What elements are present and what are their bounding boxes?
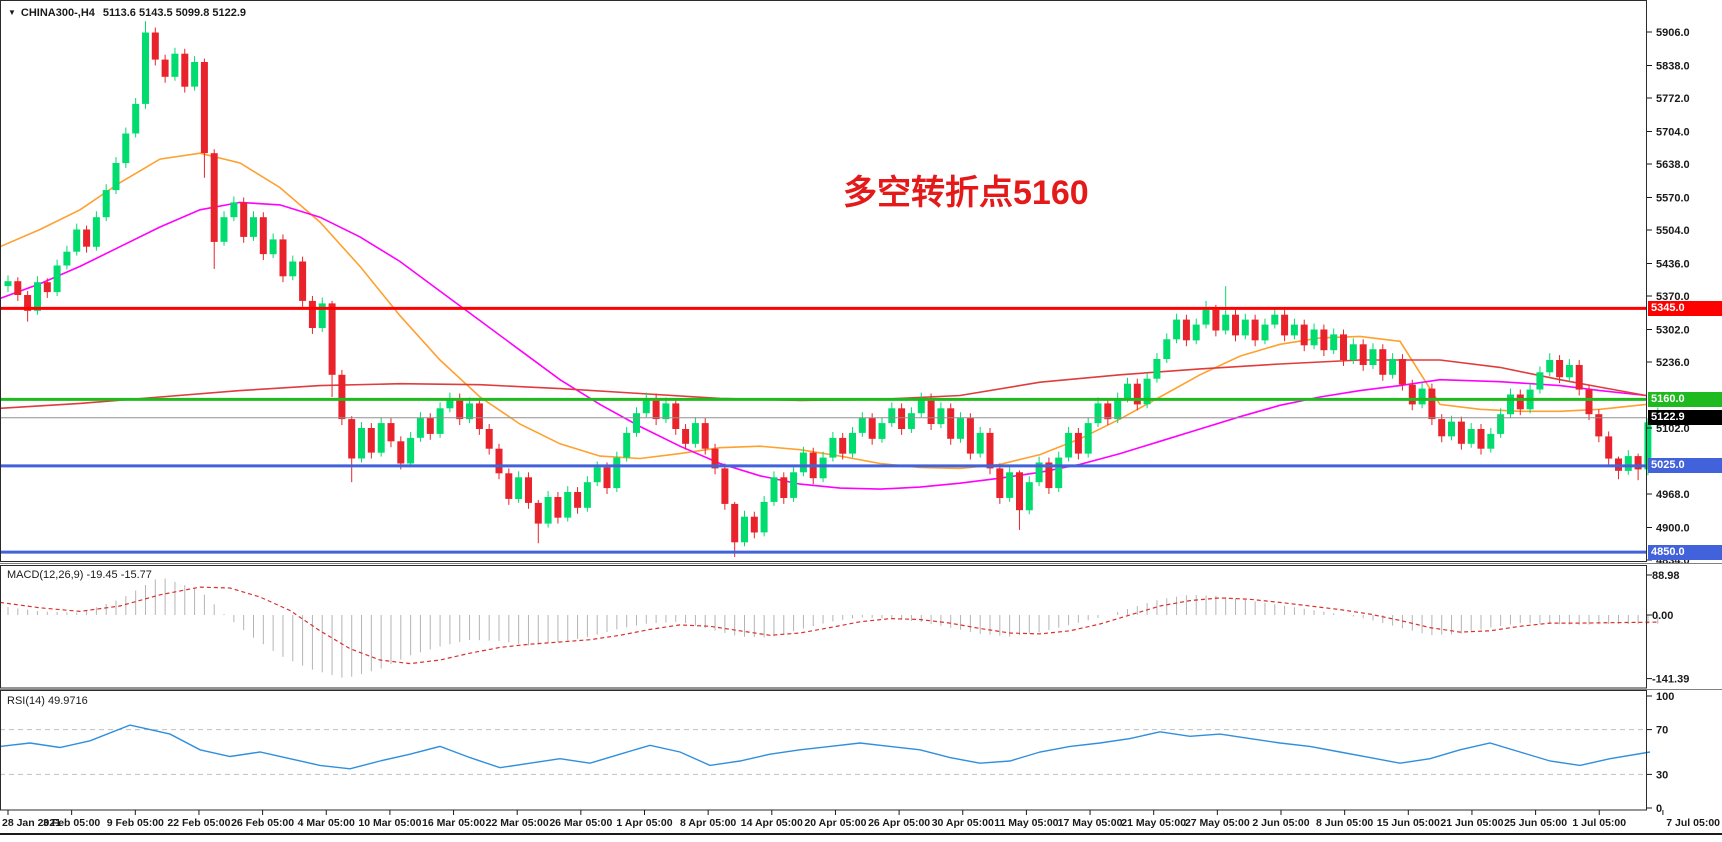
svg-text:-141.39: -141.39 [1652, 674, 1689, 686]
svg-text:5102.0: 5102.0 [1656, 423, 1690, 435]
svg-text:21 Jun 05:00: 21 Jun 05:00 [1440, 817, 1503, 829]
svg-text:8 Jun 05:00: 8 Jun 05:00 [1316, 817, 1373, 829]
candles [4, 21, 1662, 558]
svg-text:100: 100 [1656, 691, 1674, 703]
macd-signal-line [0, 586, 1659, 665]
macd-histogram [7, 578, 1659, 678]
svg-text:9 Feb 05:00: 9 Feb 05:00 [107, 817, 164, 829]
price-badge-5345.0[interactable]: 5345.0 [1648, 300, 1722, 316]
svg-text:5906.0: 5906.0 [1656, 27, 1690, 39]
svg-text:0: 0 [1656, 803, 1662, 815]
svg-text:1 Apr 05:00: 1 Apr 05:00 [616, 817, 672, 829]
annotation-text: 多空转折点5160 [843, 174, 1089, 212]
svg-text:5570.0: 5570.0 [1656, 192, 1690, 204]
svg-text:4968.0: 4968.0 [1656, 489, 1690, 501]
chevron-down-icon[interactable]: ▼ [8, 8, 16, 17]
rsi-indicator-label: RSI(14) 49.9716 [7, 695, 88, 707]
svg-text:7 Jul 05:00: 7 Jul 05:00 [1666, 817, 1720, 829]
price-badge-5160.0[interactable]: 5160.0 [1648, 391, 1722, 407]
horizontal-levels[interactable] [0, 306, 1647, 554]
svg-text:4900.0: 4900.0 [1656, 522, 1690, 534]
svg-text:5704.0: 5704.0 [1656, 126, 1690, 138]
svg-text:4 Mar 05:00: 4 Mar 05:00 [298, 817, 355, 829]
svg-text:20 Apr 05:00: 20 Apr 05:00 [804, 817, 866, 829]
svg-text:25 Jun 05:00: 25 Jun 05:00 [1504, 817, 1567, 829]
ohlc-values: 5113.6 5143.5 5099.8 5122.9 [102, 7, 247, 19]
svg-text:70: 70 [1656, 725, 1668, 737]
svg-text:5436.0: 5436.0 [1656, 258, 1690, 270]
svg-text:2 Jun 05:00: 2 Jun 05:00 [1252, 817, 1309, 829]
svg-text:26 Feb 05:00: 26 Feb 05:00 [231, 817, 294, 829]
svg-text:88.98: 88.98 [1652, 570, 1680, 582]
svg-text:3 Feb 05:00: 3 Feb 05:00 [43, 817, 100, 829]
svg-text:22 Feb 05:00: 22 Feb 05:00 [167, 817, 230, 829]
svg-text:5236.0: 5236.0 [1656, 357, 1690, 369]
svg-text:26 Mar 05:00: 26 Mar 05:00 [549, 817, 612, 829]
price-badge-5025.0[interactable]: 5025.0 [1648, 458, 1722, 474]
svg-text:30: 30 [1656, 769, 1668, 781]
price-badge-5122.9: 5122.9 [1648, 410, 1722, 426]
svg-text:5504.0: 5504.0 [1656, 225, 1690, 237]
svg-text:5370.0: 5370.0 [1656, 291, 1690, 303]
svg-text:5302.0: 5302.0 [1656, 324, 1690, 336]
symbol-label: CHINA300-,H4 [20, 7, 95, 19]
svg-text:26 Apr 05:00: 26 Apr 05:00 [868, 817, 930, 829]
svg-text:8 Apr 05:00: 8 Apr 05:00 [680, 817, 736, 829]
svg-text:17 May 05:00: 17 May 05:00 [1058, 817, 1123, 829]
svg-text:5838.0: 5838.0 [1656, 60, 1690, 72]
svg-text:21 May 05:00: 21 May 05:00 [1121, 817, 1186, 829]
svg-text:30 Apr 05:00: 30 Apr 05:00 [932, 817, 994, 829]
svg-text:0.00: 0.00 [1652, 610, 1673, 622]
svg-text:15 Jun 05:00: 15 Jun 05:00 [1377, 817, 1440, 829]
svg-text:5772.0: 5772.0 [1656, 93, 1690, 105]
price-badge-4850.0[interactable]: 4850.0 [1648, 544, 1722, 560]
svg-text:1 Jul 05:00: 1 Jul 05:00 [1572, 817, 1626, 829]
svg-text:28 Jan 2021: 28 Jan 2021 [2, 817, 61, 829]
svg-text:10 Mar 05:00: 10 Mar 05:00 [358, 817, 421, 829]
rsi-line [0, 724, 1651, 770]
svg-text:22 Mar 05:00: 22 Mar 05:00 [486, 817, 549, 829]
svg-text:5638.0: 5638.0 [1656, 159, 1690, 171]
svg-text:27 May 05:00: 27 May 05:00 [1185, 817, 1250, 829]
symbol-bar: ▼ CHINA300-,H4 5113.6 5143.5 5099.8 5122.9 [8, 7, 246, 19]
svg-text:14 Apr 05:00: 14 Apr 05:00 [741, 817, 803, 829]
svg-text:11 May 05:00: 11 May 05:00 [994, 817, 1058, 829]
macd-indicator-label: MACD(12,26,9) -19.45 -15.77 [7, 569, 152, 581]
svg-text:16 Mar 05:00: 16 Mar 05:00 [422, 817, 485, 829]
